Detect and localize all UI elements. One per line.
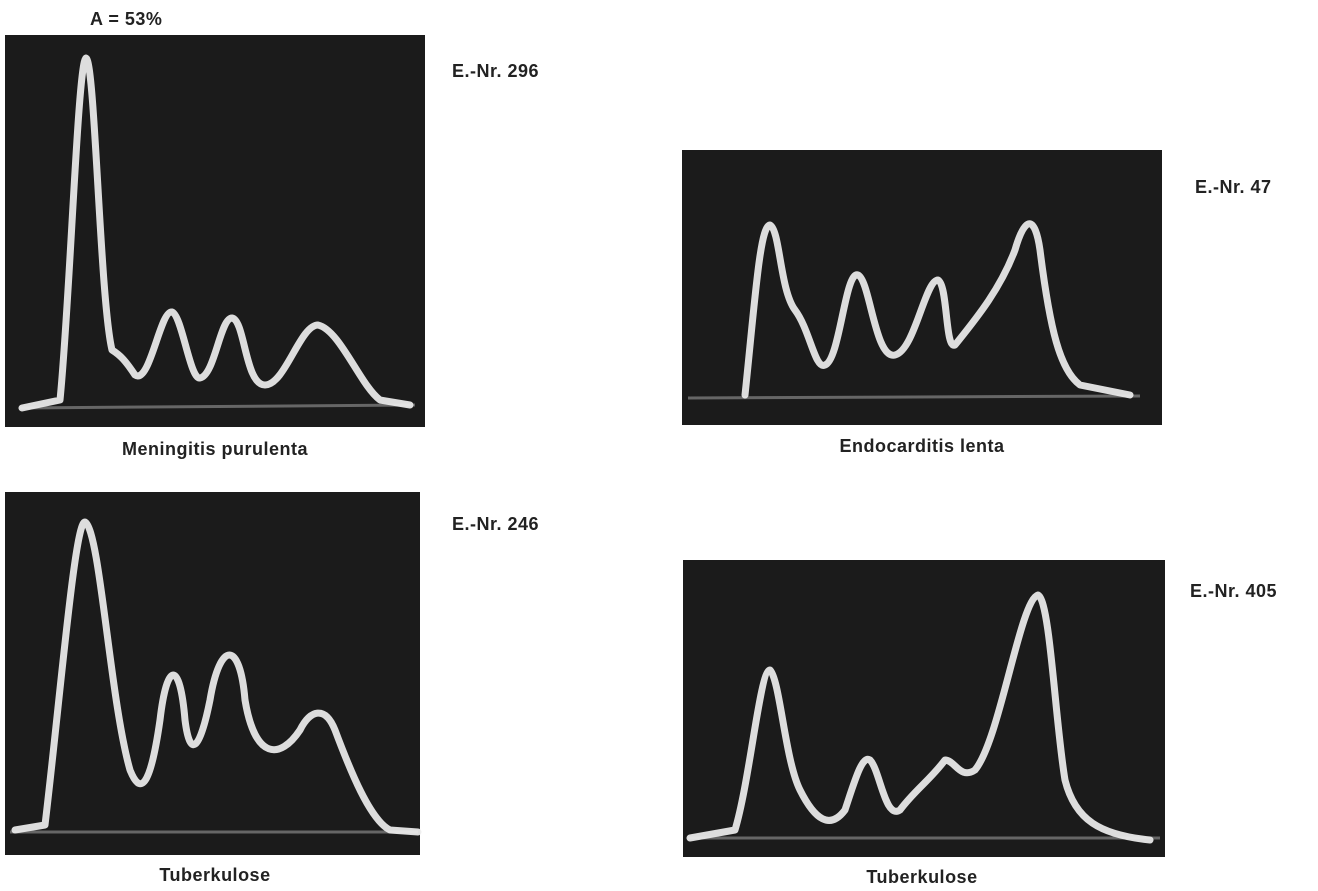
- trace: [18, 54, 414, 412]
- electropherogram-photo: [683, 560, 1165, 857]
- caption: Tuberkulose: [159, 865, 270, 885]
- caption: Tuberkulose: [866, 867, 977, 887]
- specimen-number: E.-Nr. 246: [452, 514, 539, 534]
- electropherogram-photo: [682, 150, 1162, 425]
- trace: [741, 220, 1134, 399]
- specimen-number: E.-Nr. 296: [452, 61, 539, 81]
- trace: [686, 591, 1154, 844]
- specimen-number: E.-Nr. 47: [1195, 177, 1272, 197]
- electropherogram-photo: [5, 35, 425, 427]
- trace: [11, 518, 422, 836]
- caption: Meningitis purulenta: [122, 439, 308, 459]
- header-label: A = 53%: [90, 9, 162, 29]
- baseline: [687, 394, 1141, 400]
- specimen-number: E.-Nr. 405: [1190, 581, 1277, 601]
- baseline: [19, 403, 416, 410]
- caption: Endocarditis lenta: [839, 436, 1005, 456]
